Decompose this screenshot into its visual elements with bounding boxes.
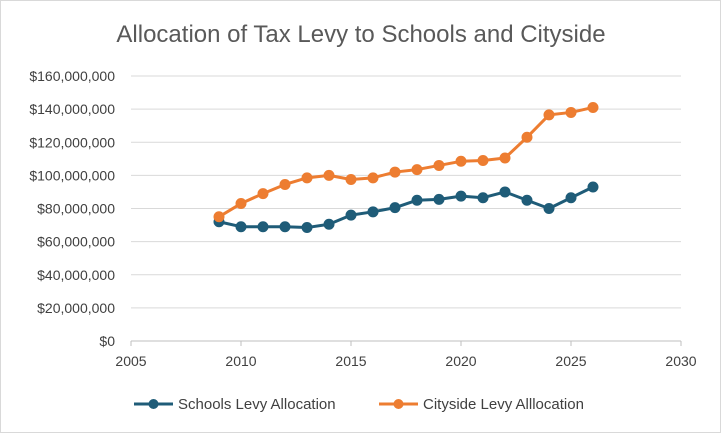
data-point <box>323 218 335 230</box>
x-axis-tick-labels: 2005 2010 2015 2020 2025 2030 <box>115 353 696 369</box>
series-line <box>218 185 594 230</box>
x-tick-label: 2025 <box>555 353 586 369</box>
y-tick-label: $80,000,000 <box>37 201 115 217</box>
y-tick-label: $120,000,000 <box>29 134 115 150</box>
x-tick-label: 2005 <box>115 353 146 369</box>
data-point <box>477 154 489 166</box>
data-point <box>433 159 445 171</box>
x-tick-label: 2020 <box>445 353 476 369</box>
x-tick-label: 2010 <box>225 353 256 369</box>
y-axis-tick-labels: $0 $20,000,000 $40,000,000 $60,000,000 $80,0… <box>29 68 115 349</box>
data-point <box>433 193 445 205</box>
data-point <box>301 172 313 184</box>
legend-item: Cityside Levy Alllocation <box>379 396 584 413</box>
data-point <box>367 206 379 218</box>
data-point <box>477 192 489 204</box>
series-group <box>213 101 599 234</box>
data-point <box>543 203 555 214</box>
data-point <box>389 166 401 178</box>
data-point <box>565 106 577 118</box>
data-point <box>345 209 357 221</box>
data-point <box>455 190 467 202</box>
data-point <box>521 194 533 206</box>
data-point <box>499 152 511 164</box>
legend: Schools Levy Allocation Cityside Levy All… <box>134 396 584 413</box>
data-point <box>499 186 511 198</box>
data-point <box>411 164 423 176</box>
data-point <box>565 192 577 204</box>
data-point <box>543 109 555 121</box>
legend-label: Schools Levy Allocation <box>178 396 336 413</box>
legend-swatch-marker <box>148 399 159 409</box>
y-tick-label: $0 <box>99 333 115 349</box>
y-tick-label: $40,000,000 <box>37 267 115 283</box>
data-point <box>411 194 423 206</box>
y-tick-label: $100,000,000 <box>29 167 115 183</box>
data-point <box>257 221 269 233</box>
y-tick-label: $60,000,000 <box>37 234 115 250</box>
data-point <box>587 101 599 113</box>
series-cityside <box>213 101 599 223</box>
data-point <box>213 211 225 223</box>
data-point <box>279 221 291 233</box>
legend-item: Schools Levy Allocation <box>134 396 336 413</box>
data-point <box>389 202 401 214</box>
data-point <box>367 172 379 184</box>
data-point <box>279 178 291 190</box>
x-tick-label: 2015 <box>335 353 366 369</box>
data-point <box>323 169 335 181</box>
legend-swatch-marker <box>393 399 404 409</box>
data-point <box>521 131 533 143</box>
gridlines <box>131 75 681 309</box>
y-tick-label: $160,000,000 <box>29 68 115 84</box>
chart-title: Allocation of Tax Levy to Schools and Ci… <box>116 21 605 48</box>
data-point <box>345 174 357 186</box>
legend-label: Cityside Levy Alllocation <box>423 396 584 413</box>
data-point <box>235 198 247 210</box>
y-tick-label: $140,000,000 <box>29 101 115 117</box>
y-tick-label: $20,000,000 <box>37 300 115 316</box>
x-tick-label: 2030 <box>665 353 696 369</box>
axes <box>130 340 682 346</box>
series-schools <box>213 181 599 234</box>
data-point <box>587 181 599 193</box>
data-point <box>257 188 269 200</box>
data-point <box>235 221 247 233</box>
series-line <box>218 106 594 219</box>
data-point <box>301 222 313 234</box>
data-point <box>455 155 467 167</box>
